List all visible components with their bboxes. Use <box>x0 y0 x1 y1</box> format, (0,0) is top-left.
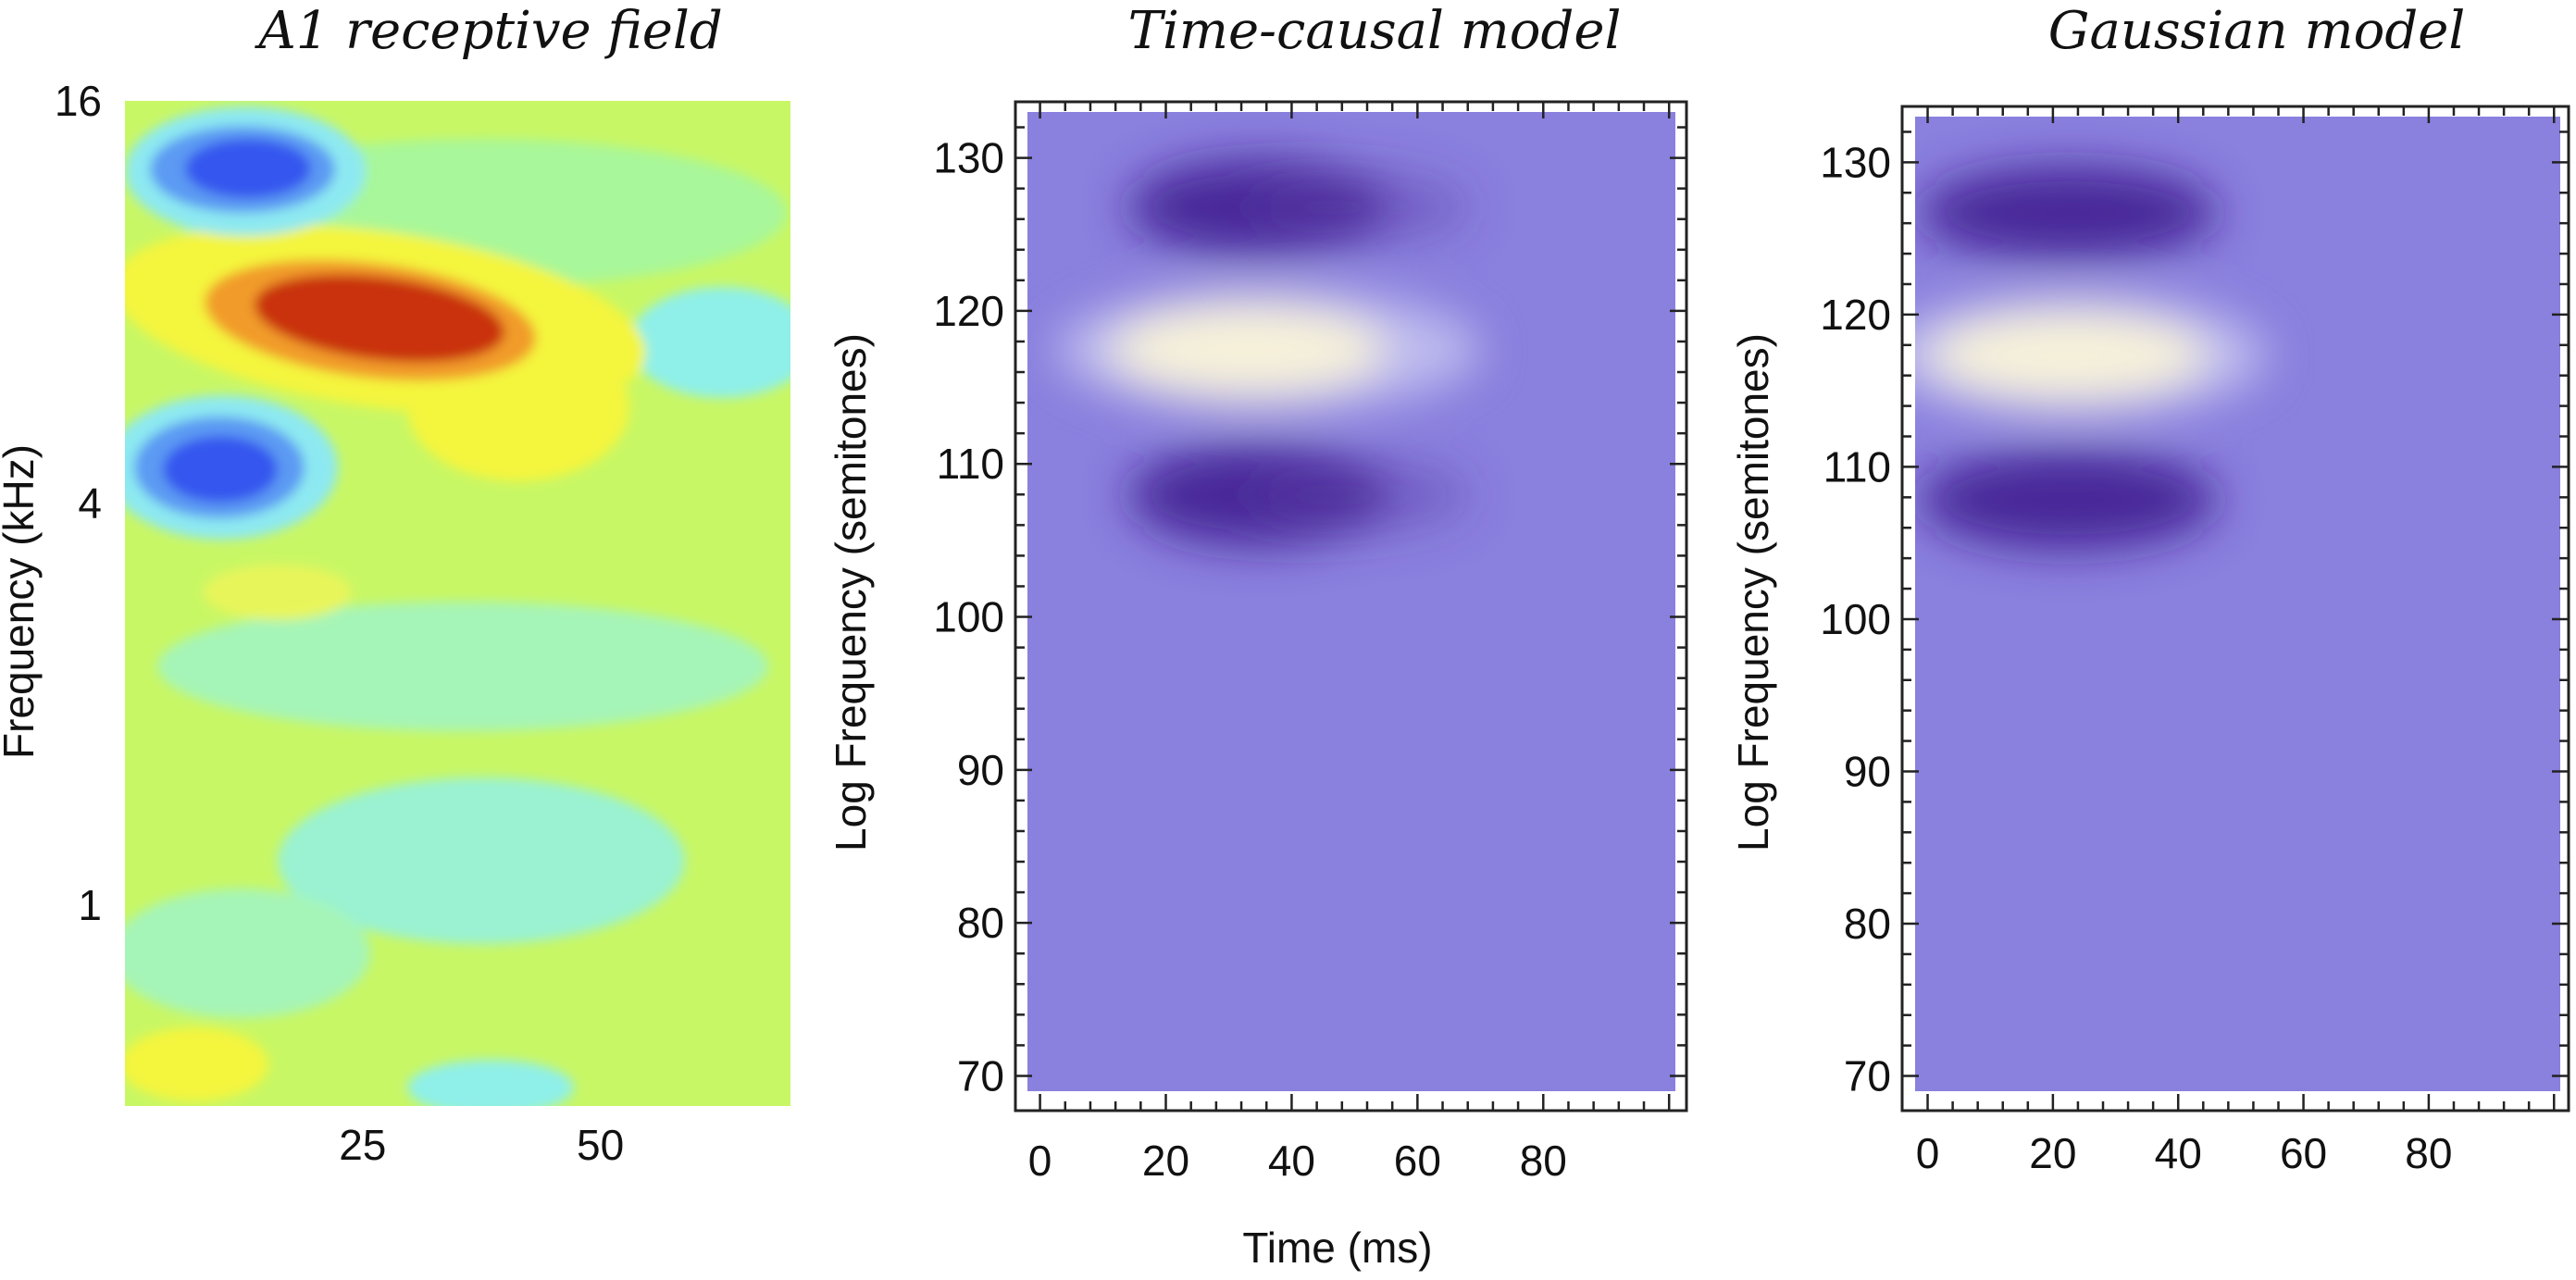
a1-patch <box>125 1027 268 1101</box>
gm-x-tick-label: 80 <box>2405 1129 2452 1177</box>
a1-y-tick-label: 1 <box>78 881 102 929</box>
gm-y-tick-label: 120 <box>1820 291 1891 339</box>
tc-y-tick-label: 100 <box>933 593 1004 641</box>
a1-patch <box>278 777 685 944</box>
a1-patch <box>629 287 790 398</box>
tc-x-axis-label: Time (ms) <box>1242 1224 1432 1272</box>
tc-inhibitory-lower-tail <box>1250 456 1472 534</box>
a1-heatmap <box>125 101 790 1106</box>
a1-inhibitory-lower-core <box>163 436 278 503</box>
gm-y-tick-label: 80 <box>1844 900 1891 948</box>
tc-background <box>1027 112 1675 1091</box>
tc-y-tick-label: 120 <box>933 287 1004 335</box>
gm-inhibitory-upper <box>1921 167 2217 259</box>
tc-y-tick-label: 90 <box>957 746 1004 794</box>
a1-y-axis-label: Frequency (kHz) <box>0 444 43 759</box>
panel-time-causal-title: Time-causal model <box>1128 1 1622 61</box>
gm-x-tick-label: 0 <box>1916 1129 1940 1177</box>
gm-y-tick-label: 110 <box>1823 442 1891 491</box>
tc-y-tick-label: 130 <box>933 134 1004 182</box>
gm-x-tick-label: 20 <box>2029 1129 2076 1177</box>
gm-frame <box>1900 105 2570 1112</box>
a1-patch <box>157 602 768 731</box>
gm-y-tick-label: 90 <box>1844 747 1891 795</box>
tc-y-axis-label: Log Frequency (semitones) <box>827 333 875 851</box>
a1-y-tick-label: 16 <box>55 77 102 125</box>
panel-gaussian-title: Gaussian model <box>2048 1 2466 61</box>
panel-a1-title: A1 receptive field <box>254 1 722 61</box>
gm-x-axis: 0 20 40 60 80 <box>1916 106 2556 1177</box>
tc-x-tick-label: 60 <box>1394 1137 1441 1185</box>
gm-y-axis-label: Log Frequency (semitones) <box>1729 333 1777 851</box>
a1-x-tick-label: 25 <box>339 1121 386 1169</box>
panel-time-causal-model: Time-causal model 130 120 110 100 90 80 70 0 20… <box>827 1 1688 1272</box>
a1-excitatory-core <box>254 274 505 363</box>
tc-inhibitory-upper-tail <box>1250 170 1472 244</box>
a1-patch <box>407 1060 574 1106</box>
gm-x-tick-label: 40 <box>2155 1129 2202 1177</box>
a1-patch <box>204 565 352 620</box>
gm-heatmap <box>1915 117 2560 1091</box>
gm-y-tick-label: 100 <box>1820 595 1891 643</box>
tc-x-tick-label: 0 <box>1028 1137 1052 1185</box>
tc-excitatory-core <box>1109 302 1387 398</box>
tc-x-tick-label: 40 <box>1268 1137 1315 1185</box>
gm-y-tick-label: 130 <box>1820 138 1891 186</box>
gm-background <box>1915 117 2560 1091</box>
a1-y-tick-label: 4 <box>78 478 102 527</box>
a1-x-tick-label: 50 <box>577 1121 624 1169</box>
tc-x-tick-label: 20 <box>1142 1137 1189 1185</box>
gm-y-axis: 130 120 110 100 90 80 70 <box>1820 130 2569 1100</box>
a1-inhibitory-upper-core <box>185 139 311 198</box>
tc-y-tick-label: 80 <box>957 899 1004 947</box>
tc-y-tick-label: 70 <box>957 1051 1004 1100</box>
gm-excitatory-core <box>1930 309 2208 402</box>
panel-gaussian-model: Gaussian model 130 120 110 100 90 80 70 0 20 40 6… <box>1729 1 2570 1177</box>
gm-x-tick-label: 60 <box>2280 1129 2327 1177</box>
gm-inhibitory-lower <box>1921 450 2217 550</box>
tc-x-tick-label: 80 <box>1520 1137 1567 1185</box>
a1-x-axis: 25 50 <box>339 1121 624 1169</box>
tc-y-tick-label: 110 <box>937 440 1004 488</box>
panel-a1-receptive-field: A1 receptive field <box>0 1 790 1169</box>
tc-frame <box>1014 100 1688 1112</box>
gm-y-tick-label: 70 <box>1844 1052 1891 1100</box>
tc-heatmap <box>1027 112 1675 1091</box>
a1-patch <box>125 889 370 1018</box>
tc-x-axis: 0 20 40 60 80 <box>1028 102 1671 1185</box>
tc-y-axis: 130 120 110 100 90 80 70 <box>933 126 1686 1100</box>
